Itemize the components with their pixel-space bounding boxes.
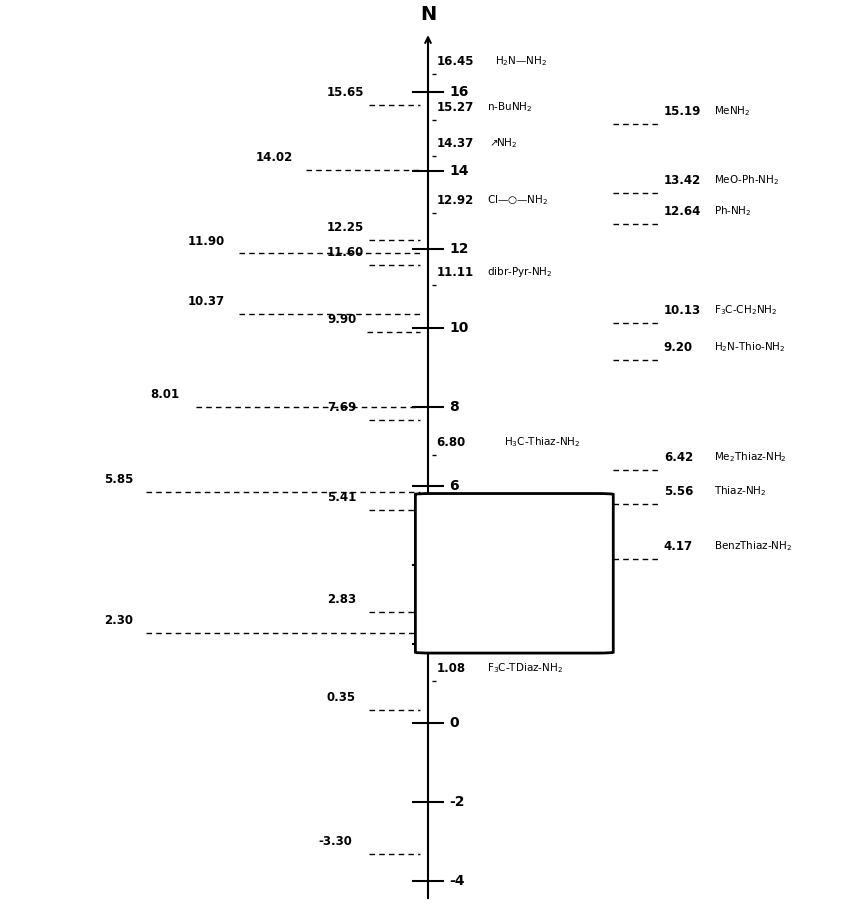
- Text: 2.30: 2.30: [104, 614, 133, 627]
- Text: 15.27: 15.27: [437, 102, 473, 114]
- Text: 16.45: 16.45: [437, 54, 474, 68]
- Text: 6.80: 6.80: [437, 436, 466, 449]
- Text: F$_3$C-CH$_2$NH$_2$: F$_3$C-CH$_2$NH$_2$: [714, 303, 777, 318]
- Text: 5.41: 5.41: [327, 491, 356, 504]
- Text: 6.42: 6.42: [663, 451, 693, 464]
- Text: H$_2$N—NH$_2$: H$_2$N—NH$_2$: [496, 54, 548, 68]
- Text: BenzThiaz-NH$_2$: BenzThiaz-NH$_2$: [714, 539, 793, 553]
- FancyBboxPatch shape: [415, 494, 613, 653]
- Text: 5.56: 5.56: [663, 485, 693, 498]
- Text: F$_3$C-TDiaz-NH$_2$: F$_3$C-TDiaz-NH$_2$: [487, 661, 563, 675]
- Text: 9.90: 9.90: [327, 313, 356, 327]
- Text: -3.30: -3.30: [318, 834, 353, 848]
- Text: dibr-Pyr-NH$_2$: dibr-Pyr-NH$_2$: [487, 265, 553, 279]
- Text: 9.20: 9.20: [663, 341, 693, 354]
- Text: 16: 16: [449, 84, 468, 99]
- Text: 8: 8: [449, 400, 459, 414]
- Text: 12.64: 12.64: [663, 205, 701, 218]
- Text: 11.11: 11.11: [437, 266, 473, 279]
- Text: MeNH$_2$: MeNH$_2$: [714, 104, 751, 118]
- Text: 7.69: 7.69: [327, 400, 356, 414]
- Text: 0.35: 0.35: [327, 691, 356, 704]
- Text: Cl—$\bigcirc$—NH$_2$: Cl—$\bigcirc$—NH$_2$: [487, 193, 548, 207]
- Text: n-BuNH$_2$: n-BuNH$_2$: [487, 101, 532, 114]
- Text: 10: 10: [449, 321, 468, 335]
- Text: 11.90: 11.90: [188, 234, 225, 248]
- Text: 15.19: 15.19: [663, 104, 701, 118]
- Text: 1.08: 1.08: [437, 662, 466, 675]
- Text: 4.17: 4.17: [663, 539, 693, 553]
- Text: 14: 14: [449, 163, 468, 177]
- Text: 10.13: 10.13: [663, 304, 701, 318]
- Text: 11.60: 11.60: [327, 246, 364, 260]
- Text: Thiaz-NH$_2$: Thiaz-NH$_2$: [714, 484, 767, 498]
- Text: 8.01: 8.01: [150, 388, 179, 401]
- Text: 6: 6: [449, 479, 459, 493]
- Text: 10.37: 10.37: [188, 295, 225, 308]
- Text: 4: 4: [449, 558, 459, 572]
- Text: 12.25: 12.25: [327, 221, 364, 233]
- Text: MeO-Ph-NH$_2$: MeO-Ph-NH$_2$: [714, 173, 779, 187]
- Text: Me$_2$Thiaz-NH$_2$: Me$_2$Thiaz-NH$_2$: [714, 450, 788, 464]
- Text: 14.37: 14.37: [437, 137, 473, 150]
- Text: 2: 2: [449, 637, 459, 651]
- Text: 15.65: 15.65: [327, 86, 365, 100]
- Text: H$_3$C-Thiaz-NH$_2$: H$_3$C-Thiaz-NH$_2$: [504, 435, 580, 449]
- Text: 0: 0: [449, 716, 459, 730]
- Text: 2.83: 2.83: [327, 593, 356, 606]
- Text: 5.85: 5.85: [104, 473, 134, 487]
- Text: Ph-NH$_2$: Ph-NH$_2$: [714, 204, 752, 218]
- Text: 13.42: 13.42: [663, 174, 701, 187]
- Text: N: N: [420, 5, 436, 25]
- Text: 12.92: 12.92: [437, 194, 473, 207]
- Text: 12: 12: [449, 242, 468, 256]
- Text: -2: -2: [449, 795, 465, 809]
- Text: 5.39: 5.39: [437, 491, 466, 505]
- Text: H$_2$N-Thio-NH$_2$: H$_2$N-Thio-NH$_2$: [714, 340, 786, 354]
- Text: -4: -4: [449, 874, 465, 888]
- Text: $\nearrow\!\!$NH$_2$: $\nearrow\!\!$NH$_2$: [487, 136, 517, 150]
- Text: 14.02: 14.02: [255, 151, 293, 163]
